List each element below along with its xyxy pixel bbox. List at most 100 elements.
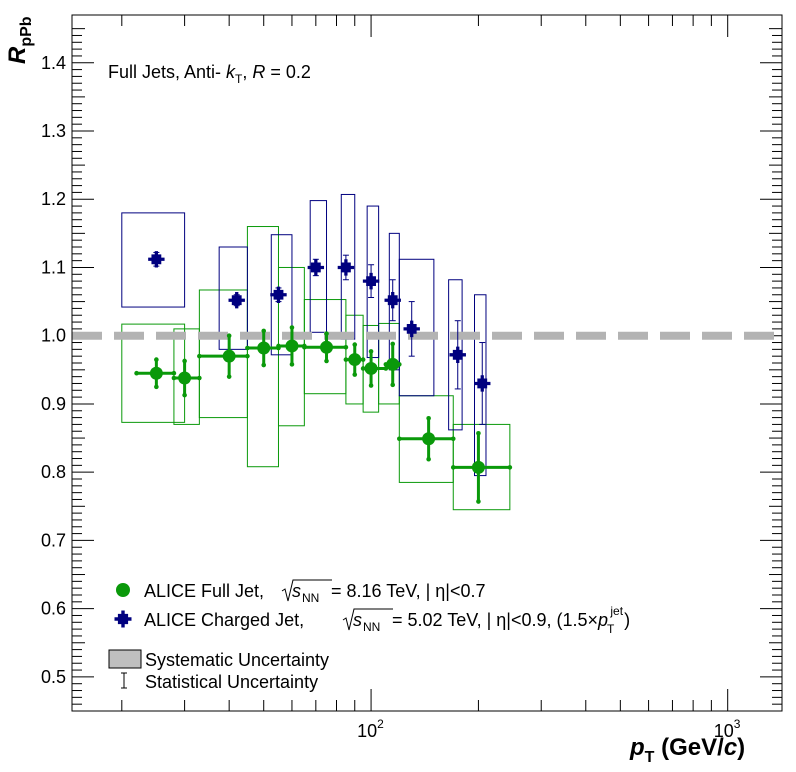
full-jet-x-cap: [360, 357, 366, 362]
charged-jet-point: [270, 286, 287, 303]
legend-full-jet-label: ALICE Full Jet,: [144, 581, 264, 601]
full-jet-stat-cap: [154, 357, 159, 362]
legend-statistical-label: Statistical Uncertainty: [145, 672, 318, 692]
charged-jet-sys-box: [398, 258, 435, 397]
full-jet-x-cap: [245, 353, 250, 359]
y-tick-label: 1.3: [41, 121, 66, 141]
full-jet-x-cap: [134, 370, 139, 376]
data-points: [134, 251, 513, 504]
full-jet-stat-cap: [154, 384, 159, 390]
full-jet-point: [149, 366, 163, 380]
full-jet-point: [471, 460, 485, 474]
legend-full-jet-energy: = 8.16 TeV, | η|<0.7: [331, 581, 486, 601]
full-jet-x-cap: [245, 345, 250, 351]
legend-full-jet-marker: [116, 583, 130, 597]
full-jet-point: [364, 361, 378, 375]
full-jet-stat-cap: [226, 333, 232, 339]
full-jet-stat-cap: [324, 358, 329, 364]
charged-jet-point: [449, 346, 466, 364]
full-jet-x-cap: [343, 357, 349, 362]
y-axis-title: RpPb: [4, 16, 35, 64]
full-jet-x-cap: [343, 345, 349, 350]
charged-jet-point: [474, 375, 491, 392]
charged-jet-sys-box: [218, 246, 248, 350]
full-jet-point: [320, 340, 334, 354]
y-tick-labels: 0.5 0.6 0.7 0.8 0.9 1.0 1.1 1.2 1.3 1.4: [41, 53, 66, 687]
x-tick-labels: 102 103: [357, 717, 741, 741]
full-jet-x-cap: [360, 366, 366, 371]
charged-jet-sys-box: [121, 212, 186, 308]
full-jet-stat-cap: [368, 383, 374, 388]
full-jet-point: [222, 349, 236, 363]
y-tick-label: 1.1: [41, 257, 66, 277]
y-tick-label: 0.8: [41, 462, 66, 482]
legend-charged-jet-marker: [114, 610, 132, 628]
full-jet-x-cap: [450, 465, 456, 470]
full-jet-stat-cap: [476, 499, 481, 504]
full-jet-stat-cap: [324, 331, 329, 336]
legend-full-jet-sqrt: s NN: [281, 579, 332, 605]
full-jet-x-cap: [507, 465, 513, 470]
full-jet-stat-cap: [261, 362, 267, 368]
full-jet-point: [178, 371, 192, 385]
full-jet-x-cap: [302, 345, 307, 350]
charged-jet-point: [307, 259, 325, 276]
full-jet-stat-cap: [426, 456, 431, 462]
x-axis-title: pT (GeV/c): [629, 734, 745, 766]
full-jet-stat-cap: [352, 372, 358, 377]
full-jet-stat-cap: [390, 382, 396, 388]
charged-jet-point: [228, 292, 245, 309]
full-jet-point: [257, 341, 271, 355]
full-jet-x-cap: [171, 370, 177, 376]
legend-systematic-swatch: [108, 649, 142, 669]
full-jet-stat-cap: [182, 358, 187, 364]
full-jet-point: [285, 339, 299, 353]
systematic-boxes: [121, 193, 511, 511]
legend-charged-jet-s: s: [353, 610, 362, 630]
full-jet-x-cap: [276, 343, 281, 349]
full-jet-stat-cap: [368, 349, 374, 354]
full-jet-x-cap: [197, 353, 202, 359]
legend-full-jet-s: s: [292, 581, 301, 601]
legend-charged-jet-sqrt: s NN: [342, 608, 393, 634]
full-jet-stat-cap: [426, 415, 431, 421]
x-tick-label: 103: [714, 717, 741, 741]
plot-frame: [71, 14, 783, 712]
y-tick-label: 0.5: [41, 667, 66, 687]
full-jet-x-cap: [197, 375, 202, 381]
legend-systematic-label: Systematic Uncertainty: [145, 650, 329, 670]
y-tick-label: 1.2: [41, 189, 66, 209]
full-jet-stat-cap: [390, 341, 396, 347]
charged-jet-point: [337, 259, 355, 276]
y-tick-label: 0.6: [41, 599, 66, 619]
full-jet-stat-cap: [352, 342, 358, 347]
y-tick-label: 0.7: [41, 530, 66, 550]
legend: ALICE Full Jet, s NN = 8.16 TeV, | η|<0.…: [108, 579, 630, 692]
charged-jet-point: [384, 292, 401, 309]
full-jet-stat-cap: [476, 430, 481, 436]
full-jet-x-cap: [397, 436, 402, 442]
x-tick-marks: [121, 15, 729, 711]
x-tick-label: 102: [357, 717, 384, 741]
legend-full-jet-nn: NN: [302, 591, 319, 605]
y-tick-label: 0.9: [41, 394, 66, 414]
full-jet-stat-cap: [261, 328, 267, 334]
full-jet-point: [348, 353, 362, 367]
charged-jet-point: [403, 320, 420, 338]
full-jet-point: [422, 432, 436, 446]
legend-charged-jet-label: ALICE Charged Jet,: [144, 610, 304, 630]
full-jet-stat-cap: [182, 392, 187, 398]
y-tick-label: 1.0: [41, 326, 66, 346]
full-jet-point: [386, 357, 400, 371]
legend-statistical-swatch: [121, 672, 127, 689]
full-jet-stat-cap: [289, 362, 295, 367]
full-jet-x-cap: [171, 375, 177, 381]
full-jet-stat-cap: [289, 325, 295, 330]
legend-charged-jet-energy: = 5.02 TeV, | η|<0.9, (1.5×pTjet): [392, 604, 630, 636]
charged-jet-point: [362, 272, 380, 290]
jet-annotation: Full Jets, Anti-kT, R = 0.2: [108, 62, 311, 86]
charged-jet-point: [148, 251, 165, 268]
y-tick-label: 1.4: [41, 53, 66, 73]
y-tick-marks: [72, 28, 782, 712]
